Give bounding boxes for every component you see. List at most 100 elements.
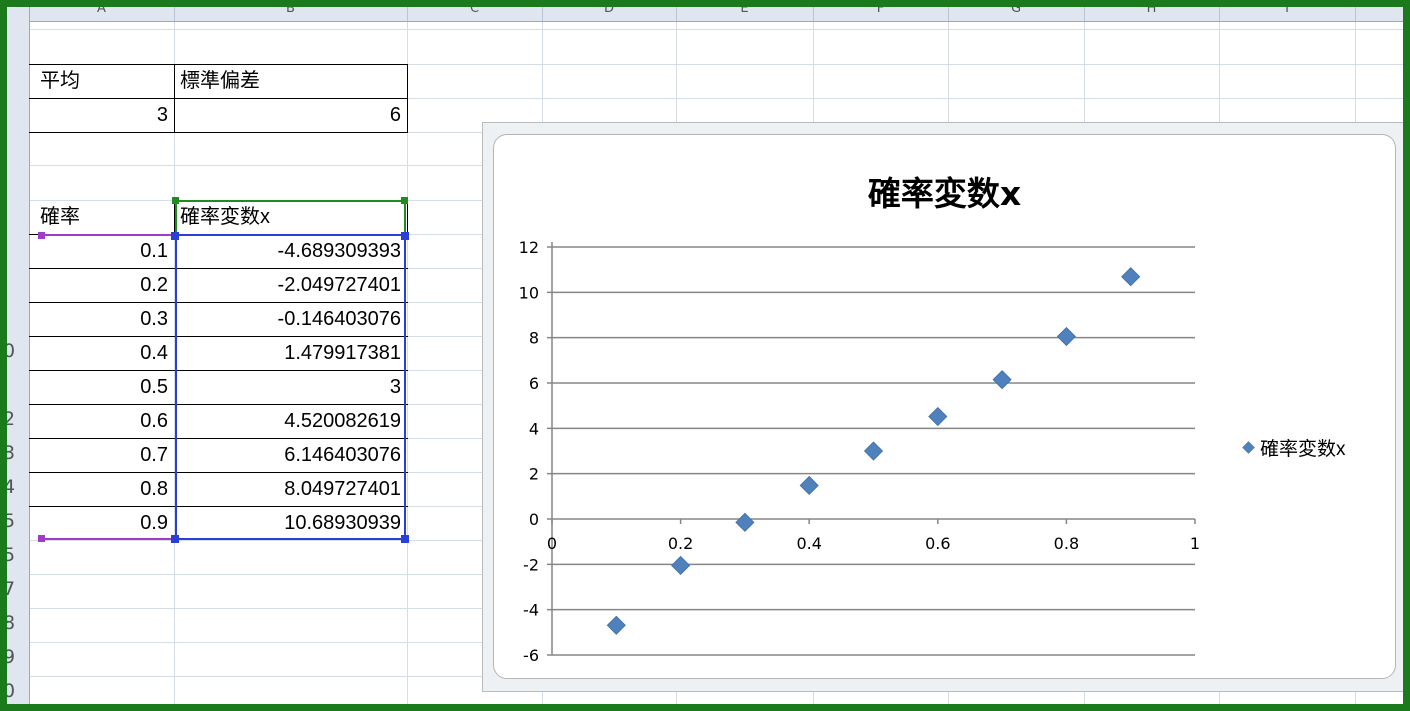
plot-area[interactable]: 12 10 8 6 4 2 0 -2 -4 -6 0 0.2 0.4 0.6 0.8 1 [493, 134, 1396, 679]
border-line [29, 98, 408, 99]
cell-random-variable[interactable]: -4.689309393 [277, 240, 401, 262]
tick-labels: 12 10 8 6 4 2 0 -2 -4 -6 0 0.2 0.4 0.6 0.8 1 [519, 238, 1200, 665]
cell-random-variable[interactable]: 1.479917381 [284, 342, 401, 364]
y-tick-label: 12 [519, 238, 539, 257]
cell-b2-stdev-label[interactable]: 標準偏差 [180, 70, 260, 92]
column-header-i[interactable]: I [1219, 7, 1356, 21]
row-header-18[interactable]: 8 [3, 612, 16, 634]
cell-probability[interactable]: 0.7 [140, 444, 168, 466]
cell-random-variable[interactable]: -2.049727401 [277, 274, 401, 296]
cell-b6-random-variable-header[interactable]: 確率変数x [180, 206, 270, 228]
data-series [606, 267, 1141, 635]
series-name-range-border [175, 200, 177, 235]
cell-a6-probability-header[interactable]: 確率 [40, 206, 80, 228]
x-values-range-border [41, 234, 175, 236]
data-point[interactable] [863, 441, 884, 461]
column-header-b[interactable]: B [174, 7, 408, 21]
border-line [29, 472, 408, 473]
x-tick-label: 1 [1190, 534, 1200, 553]
gridlines [552, 246, 1195, 656]
border-line [29, 370, 408, 371]
cell-probability[interactable]: 0.9 [140, 512, 168, 534]
cell-probability[interactable]: 0.3 [140, 308, 168, 330]
border-line [29, 302, 408, 303]
data-point[interactable] [992, 370, 1012, 390]
y-tick-label: -2 [523, 555, 539, 574]
data-point[interactable] [1056, 326, 1076, 347]
x-tick-label: 0.4 [796, 534, 821, 553]
cell-probability[interactable]: 0.8 [140, 478, 168, 500]
cell-random-variable[interactable]: 10.68930939 [284, 512, 401, 534]
cell-a3-mean-value[interactable]: 3 [156, 104, 168, 126]
border-line [174, 200, 175, 234]
range-handle[interactable] [38, 535, 45, 542]
axes [547, 242, 1196, 656]
y-tick-label: 8 [529, 329, 539, 348]
range-handle[interactable] [401, 232, 409, 240]
column-header-c[interactable]: C [407, 7, 543, 21]
row-header-20[interactable]: 0 [3, 680, 16, 702]
range-handle[interactable] [401, 535, 409, 543]
row-header-15[interactable]: 5 [3, 510, 16, 532]
chart-title[interactable]: 確率変数x [867, 174, 1022, 213]
x-values-range-border [41, 538, 175, 540]
range-handle[interactable] [172, 197, 179, 204]
border-line [29, 336, 408, 337]
cell-random-variable[interactable]: 8.049727401 [284, 478, 401, 500]
cell-probability[interactable]: 0.1 [140, 240, 168, 262]
cell-probability[interactable]: 0.5 [140, 376, 168, 398]
border-line [407, 200, 408, 234]
column-header-bar: A B C D E F G H I [7, 7, 1403, 22]
border-line [29, 438, 408, 439]
cell-random-variable[interactable]: 4.520082619 [284, 410, 401, 432]
y-values-range-border [175, 234, 405, 236]
column-header-f[interactable]: F [813, 7, 949, 21]
cell-random-variable[interactable]: 3 [389, 376, 401, 398]
row-header-13[interactable]: 3 [3, 442, 16, 464]
cell-random-variable[interactable]: 6.146403076 [284, 444, 401, 466]
row-header-19[interactable]: 9 [3, 646, 16, 668]
border-line [174, 64, 175, 133]
cell-probability[interactable]: 0.4 [140, 342, 168, 364]
cell-probability[interactable]: 0.2 [140, 274, 168, 296]
border-line [29, 64, 408, 65]
border-line [29, 404, 408, 405]
data-point[interactable] [671, 555, 691, 576]
range-handle[interactable] [171, 535, 179, 543]
cell-random-variable[interactable]: -0.146403076 [277, 308, 401, 330]
y-tick-label: 6 [529, 374, 539, 393]
data-point[interactable] [1121, 267, 1141, 287]
row-header-14[interactable]: 4 [3, 476, 16, 498]
range-handle[interactable] [171, 232, 179, 240]
cell-a2-mean-label[interactable]: 平均 [40, 70, 80, 92]
y-tick-label: 10 [519, 283, 539, 302]
column-header-g[interactable]: G [948, 7, 1085, 21]
x-tick-label: 0.6 [925, 534, 950, 553]
border-line [29, 268, 408, 269]
data-point[interactable] [799, 475, 819, 496]
y-values-range-border [175, 538, 405, 540]
chart-legend[interactable]: 確率変数x [1242, 434, 1346, 461]
row-header-10[interactable]: 0 [3, 340, 16, 362]
row-header-16[interactable]: 5 [3, 544, 16, 566]
border-line [407, 64, 408, 133]
x-tick-label: 0.8 [1054, 534, 1079, 553]
range-handle[interactable] [38, 232, 45, 239]
cell-probability[interactable]: 0.6 [140, 410, 168, 432]
column-header-e[interactable]: E [676, 7, 814, 21]
range-handle[interactable] [401, 197, 408, 204]
data-point[interactable] [606, 615, 626, 635]
column-header-d[interactable]: D [542, 7, 677, 21]
chart-area[interactable]: 確率変数x [493, 134, 1396, 679]
cell-b3-stdev-value[interactable]: 6 [389, 104, 401, 126]
column-header-a[interactable]: A [29, 7, 175, 21]
border-line [29, 506, 408, 507]
row-header-bar: 0 2 3 4 5 5 7 8 9 0 [7, 7, 30, 704]
data-point[interactable] [928, 406, 948, 427]
data-point[interactable] [735, 512, 755, 532]
row-header-17[interactable]: 7 [3, 578, 16, 600]
y-tick-label: -6 [523, 646, 539, 665]
column-header-h[interactable]: H [1084, 7, 1220, 21]
row-header-12[interactable]: 2 [3, 408, 16, 430]
y-tick-label: 0 [529, 510, 539, 529]
